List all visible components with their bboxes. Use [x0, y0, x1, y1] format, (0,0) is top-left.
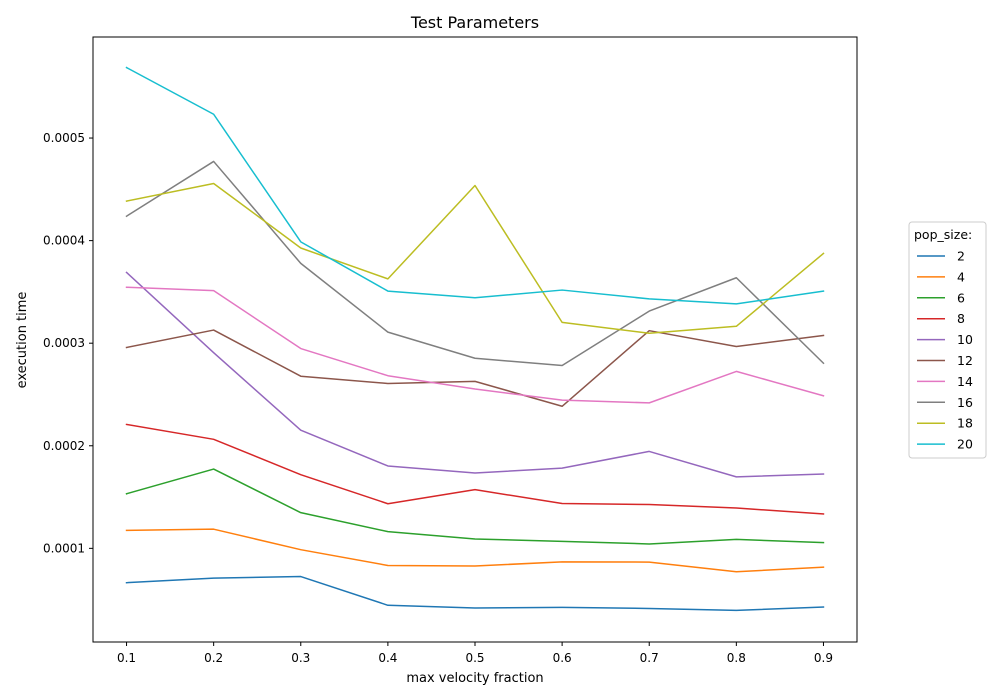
x-tick-label: 0.9 — [814, 651, 833, 665]
legend-label-4: 4 — [957, 269, 965, 284]
y-tick-label: 0.0004 — [43, 234, 85, 248]
x-axis: 0.1 0.2 0.3 0.4 0.5 0.6 0.7 0.8 0.9 — [117, 642, 833, 665]
legend-box — [908, 221, 987, 459]
legend-label-16: 16 — [957, 395, 973, 410]
legend-label-18: 18 — [957, 416, 973, 431]
legend-items: 2 4 6 8 10 12 14 16 18 20 — [917, 249, 973, 452]
legend-label-2: 2 — [957, 249, 965, 264]
y-tick-label: 0.0005 — [43, 131, 85, 145]
x-tick-label: 0.2 — [204, 651, 223, 665]
x-tick-label: 0.7 — [640, 651, 659, 665]
legend-label-6: 6 — [957, 290, 965, 305]
y-axis-label: execution time — [15, 292, 30, 389]
legend-label-20: 20 — [957, 437, 973, 452]
x-tick-label: 0.8 — [727, 651, 746, 665]
y-tick-label: 0.0003 — [43, 336, 85, 350]
legend-label-14: 14 — [957, 374, 973, 389]
legend-title: pop_size: — [914, 227, 972, 242]
series-line-18 — [125, 182, 825, 334]
series-line-6 — [125, 468, 825, 545]
legend-label-8: 8 — [957, 311, 965, 326]
series-line-14 — [125, 286, 825, 404]
x-tick-label: 0.3 — [291, 651, 310, 665]
series-line-10 — [125, 271, 825, 478]
chart-title: Test Parameters — [410, 13, 539, 32]
series-line-20 — [125, 66, 825, 305]
legend-label-10: 10 — [957, 332, 973, 347]
x-tick-label: 0.5 — [465, 651, 484, 665]
series-line-4 — [125, 528, 825, 573]
series-line-16 — [125, 160, 825, 367]
plot-area — [125, 66, 825, 612]
legend: pop_size: 2 4 6 8 10 12 14 16 18 20 — [908, 221, 987, 459]
series-line-2 — [125, 575, 825, 612]
y-axis: 0.0001 0.0002 0.0003 0.0004 0.0005 — [43, 131, 93, 555]
x-tick-label: 0.1 — [117, 651, 136, 665]
y-tick-label: 0.0001 — [43, 541, 85, 555]
x-axis-label: max velocity fraction — [406, 671, 543, 686]
series-line-12 — [125, 329, 825, 408]
y-tick-label: 0.0002 — [43, 439, 85, 453]
x-tick-label: 0.6 — [553, 651, 572, 665]
legend-label-12: 12 — [957, 353, 973, 368]
x-tick-label: 0.4 — [378, 651, 397, 665]
series-line-8 — [125, 423, 825, 515]
